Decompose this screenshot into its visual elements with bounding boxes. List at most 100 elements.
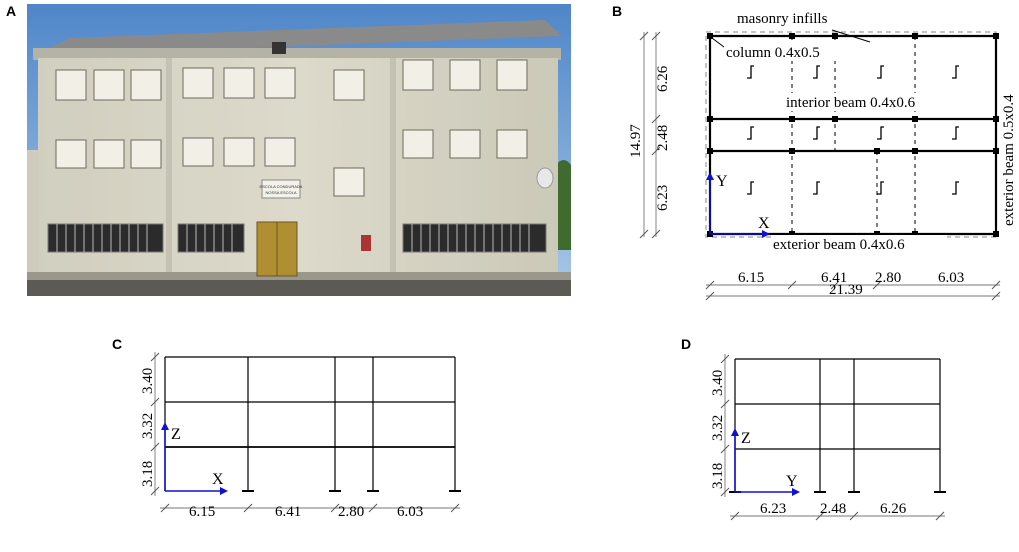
exterior-beam-bottom-bg [771, 235, 947, 251]
elev-y-span-3: 6.26 [880, 501, 907, 517]
interior-beam-label-bg [784, 93, 944, 111]
plan-axes [706, 172, 770, 238]
window [333, 167, 365, 197]
panel-label-d: D [681, 336, 691, 352]
slab-direction-mark [952, 181, 959, 195]
column-marker [789, 33, 795, 39]
dim-tick [639, 229, 649, 239]
slab-direction-mark [952, 126, 959, 140]
column-marker [912, 116, 918, 122]
slab-direction-mark [877, 126, 884, 140]
slab-direction-mark [747, 181, 754, 195]
exterior-beam-right-bg [999, 40, 1017, 230]
dim-tick [991, 280, 1001, 290]
elevation-x-dim-lines [154, 352, 460, 509]
elev-y-axis-v-label: Z [741, 430, 751, 447]
dim-tick [815, 511, 825, 521]
window [182, 67, 214, 99]
column-marker [993, 148, 999, 154]
satellite-dish [536, 167, 554, 189]
dim-tick [368, 503, 378, 513]
window [402, 59, 434, 91]
elevation-y-frame [734, 358, 941, 492]
barred-window [47, 223, 164, 253]
elev-y-axis-h-label: Y [786, 473, 798, 490]
plan-axis-y-label: Y [716, 173, 728, 190]
column-marker [789, 148, 795, 154]
photo-windows [47, 59, 547, 253]
plan-infill-outline [705, 31, 997, 238]
elev-x-story-3: 3.18 [140, 461, 156, 487]
window [449, 59, 481, 91]
column-marker [874, 148, 880, 154]
dim-tick [651, 229, 661, 239]
exterior-beam-right-label: exterior beam 0.5x0.4 [1001, 94, 1017, 226]
column-marker [832, 116, 838, 122]
dim-tick [705, 280, 715, 290]
dim-tick [720, 487, 730, 497]
barred-window [177, 223, 245, 253]
column-marker [912, 231, 918, 237]
elev-y-span-2: 2.48 [820, 501, 846, 517]
dim-tick [150, 352, 160, 362]
slab-direction-mark [877, 65, 884, 79]
slab-direction-mark [877, 181, 884, 195]
dim-tick [651, 146, 661, 156]
dim-tick [450, 503, 460, 513]
dim-tick [935, 511, 945, 521]
elev-y-story-2: 3.32 [710, 415, 726, 441]
elevation-x-frame [164, 356, 456, 491]
plan-dim-y-3: 6.23 [655, 185, 671, 211]
plan-dim-ticks [639, 31, 1001, 301]
window [496, 129, 528, 159]
column-marker [707, 116, 713, 122]
elevation-x-dim-ticks [150, 352, 460, 513]
plan-dim-lines [643, 32, 1000, 297]
elev-x-axis-h-label: X [212, 471, 224, 488]
window [223, 137, 255, 167]
plan-dim-y-1: 6.26 [655, 65, 671, 92]
column-label: column 0.4x0.5 [726, 45, 820, 61]
dim-tick [705, 291, 715, 301]
elev-x-span-4: 6.03 [397, 504, 423, 520]
masonry-leader [831, 29, 871, 43]
sign-line-1: ESCOLA CONDURADA [260, 184, 303, 189]
window [449, 129, 481, 159]
sign-line-2: NOSSA ESCOLA [265, 190, 296, 195]
window [264, 67, 296, 99]
window [130, 69, 162, 101]
plan-dim-x-1: 6.15 [738, 270, 764, 286]
dim-tick [830, 280, 840, 290]
slab-direction-mark [952, 65, 959, 79]
column-marker [993, 231, 999, 237]
window [333, 69, 365, 101]
plan-dim-x-2: 6.41 [821, 270, 847, 286]
column-marker [789, 231, 795, 237]
dim-tick [849, 511, 859, 521]
fire-box [361, 235, 371, 251]
window [130, 139, 162, 169]
panel-label-a: A [6, 3, 16, 19]
slab-direction-mark [747, 126, 754, 140]
window [93, 69, 125, 101]
panel-label-b: B [612, 3, 622, 19]
window [182, 137, 214, 167]
dim-tick [243, 503, 253, 513]
dim-tick [150, 486, 160, 496]
window [496, 59, 528, 91]
lamp [272, 42, 286, 54]
elev-x-span-3: 2.80 [338, 504, 364, 520]
window [264, 137, 296, 167]
window [93, 139, 125, 169]
elevation-y-axes [731, 428, 800, 496]
dim-tick [160, 503, 170, 513]
elevation-x-axes [161, 422, 228, 495]
plan-total-x: 21.39 [829, 282, 863, 298]
dim-tick [651, 114, 661, 124]
column-marker [993, 33, 999, 39]
dim-tick [730, 511, 740, 521]
column-marker [707, 33, 713, 39]
elev-y-story-1: 3.40 [710, 370, 726, 396]
plan-total-y: 14.97 [628, 124, 644, 158]
